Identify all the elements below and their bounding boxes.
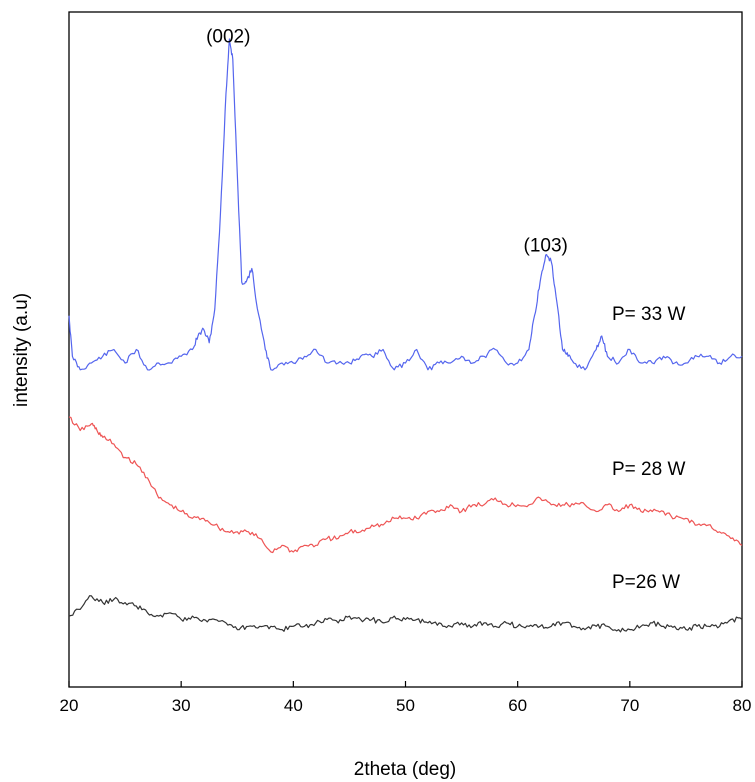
series-line [68,416,743,554]
x-tick-label: 40 [284,696,303,715]
x-tick-label: 80 [733,696,752,715]
series-label: P= 33 W [612,304,685,325]
peak-label: (103) [524,236,568,257]
series-layer [68,38,743,633]
series-label: P=26 W [612,572,680,593]
label-layer: P= 33 W P= 28 W P=26 W (002) (103) [206,26,685,593]
x-axis-ticks: 20 30 40 50 60 70 80 [60,681,752,715]
y-axis-label: intensity (a.u) [11,293,32,407]
series-line [68,38,743,371]
x-tick-label: 20 [60,696,79,715]
x-tick-label: 30 [172,696,191,715]
series-label: P= 28 W [612,459,685,480]
x-tick-label: 50 [396,696,415,715]
x-tick-label: 60 [508,696,527,715]
x-axis-label: 2theta (deg) [354,759,456,780]
series-line [68,595,743,633]
peak-label: (002) [206,26,250,47]
x-tick-label: 70 [620,696,639,715]
